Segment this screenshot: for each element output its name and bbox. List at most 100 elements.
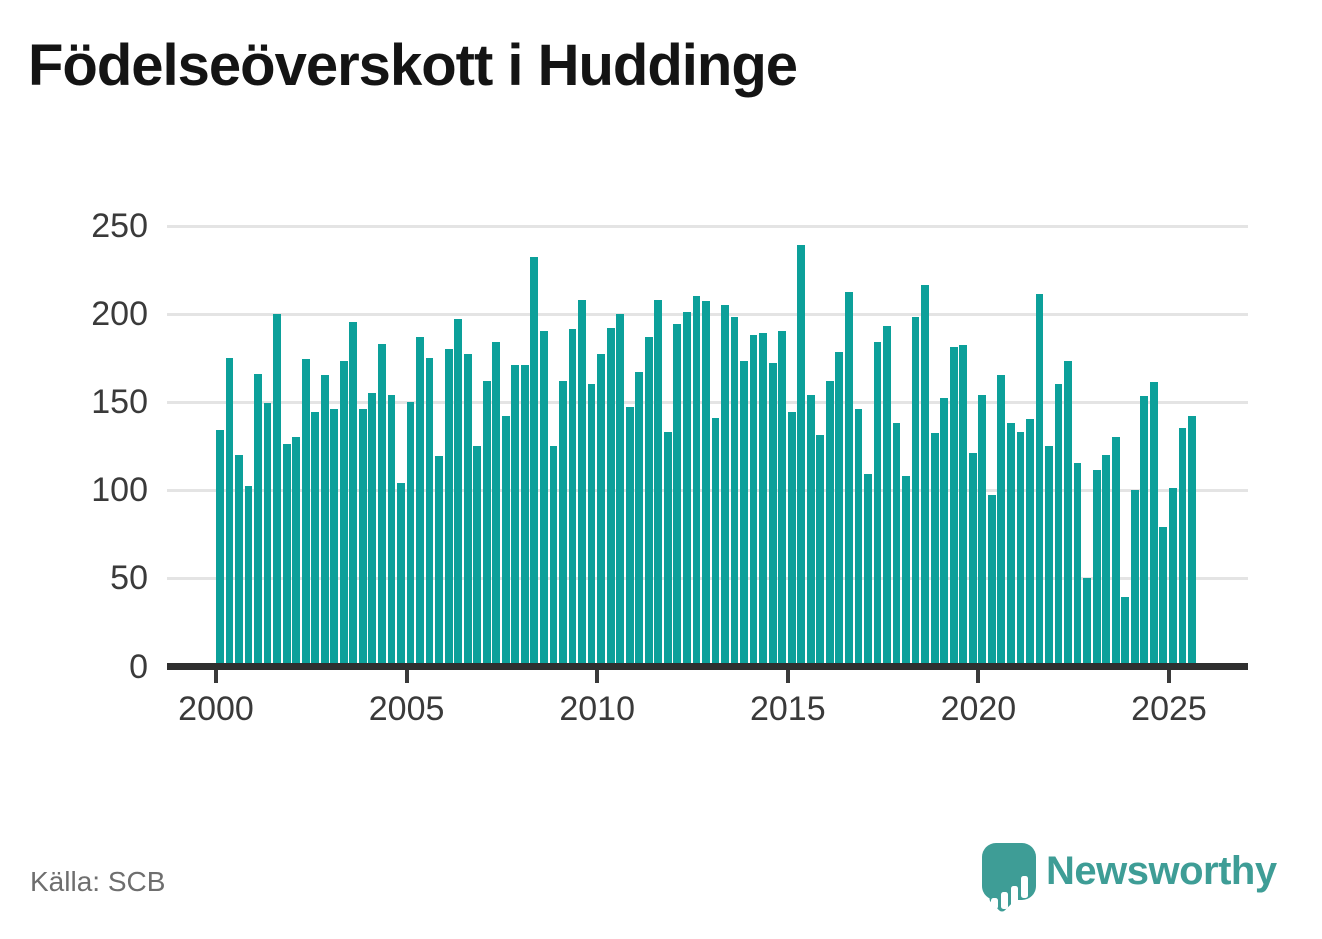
x-tick-mark xyxy=(595,670,600,683)
bar xyxy=(873,341,882,666)
x-tick-label: 2010 xyxy=(559,690,635,728)
bar xyxy=(940,398,949,666)
bar xyxy=(254,373,262,666)
bar xyxy=(1130,489,1139,666)
logo-minibar-icon xyxy=(1011,886,1018,909)
bar xyxy=(1006,422,1015,666)
bar xyxy=(540,331,548,666)
bar xyxy=(825,380,834,666)
bar xyxy=(673,324,682,666)
bar xyxy=(987,495,996,666)
y-tick-label: 50 xyxy=(110,559,148,598)
bar xyxy=(263,403,272,666)
y-tick-label: 250 xyxy=(91,207,148,245)
bar xyxy=(273,313,281,666)
bar xyxy=(759,332,767,666)
bar xyxy=(711,417,720,666)
bar xyxy=(778,331,787,666)
bar xyxy=(482,380,491,666)
bar xyxy=(606,327,615,666)
bar xyxy=(1054,384,1063,666)
y-tick-label: 0 xyxy=(129,647,148,686)
bar xyxy=(730,317,739,666)
bar xyxy=(654,299,663,666)
x-tick-label: 2005 xyxy=(368,690,445,728)
bar xyxy=(435,456,443,666)
x-tick-label: 2020 xyxy=(940,690,1017,728)
bar xyxy=(387,394,396,666)
logo-minibar-icon xyxy=(991,898,998,909)
bar xyxy=(663,431,672,666)
bar xyxy=(892,422,901,666)
bar xyxy=(1016,431,1025,666)
bar xyxy=(597,354,605,666)
bar xyxy=(349,322,358,666)
bar xyxy=(473,445,482,666)
bar xyxy=(397,482,405,666)
bar xyxy=(1035,294,1044,666)
bar xyxy=(921,285,930,666)
bar xyxy=(1169,488,1177,666)
bar xyxy=(797,244,806,666)
bar xyxy=(692,295,701,666)
x-axis-line xyxy=(167,663,1248,670)
bar xyxy=(501,415,510,666)
bar xyxy=(911,317,920,666)
bar xyxy=(721,304,729,666)
bar xyxy=(330,408,339,666)
bar xyxy=(1140,396,1149,666)
brand-name: Newsworthy xyxy=(1046,849,1277,893)
bar xyxy=(235,454,243,666)
logo-exclamation-icon xyxy=(1021,876,1028,898)
bar xyxy=(1149,382,1158,666)
bar xyxy=(702,301,710,666)
bar xyxy=(425,357,434,666)
bar xyxy=(1102,454,1111,666)
x-tick-mark xyxy=(785,670,790,683)
bar xyxy=(635,371,644,666)
bar xyxy=(568,329,577,666)
plot-area xyxy=(167,225,1248,666)
source-note: Källa: SCB xyxy=(30,866,166,897)
bar xyxy=(320,375,329,666)
bar xyxy=(1159,526,1168,666)
y-tick-label: 100 xyxy=(91,471,148,510)
bar xyxy=(835,352,844,666)
bar xyxy=(749,334,758,666)
bar xyxy=(768,362,777,666)
bar xyxy=(406,401,415,666)
bar xyxy=(492,341,501,666)
bar xyxy=(578,299,586,666)
bar xyxy=(244,486,253,666)
x-tick-label: 2000 xyxy=(178,690,254,728)
bar xyxy=(968,452,977,666)
bar xyxy=(1026,419,1034,666)
x-tick-label: 2025 xyxy=(1131,690,1207,728)
x-tick-label: 2015 xyxy=(749,690,826,728)
y-grid-line xyxy=(167,225,1248,228)
bar xyxy=(625,407,634,666)
x-tick-mark xyxy=(976,670,981,683)
bar xyxy=(225,357,234,666)
bar xyxy=(1111,436,1120,666)
x-tick-mark xyxy=(404,670,409,683)
bar xyxy=(740,361,748,666)
bar xyxy=(644,336,653,666)
bar xyxy=(1121,597,1130,666)
bar xyxy=(311,412,320,666)
bar xyxy=(616,313,625,666)
bar xyxy=(864,473,872,666)
y-tick-label: 200 xyxy=(91,295,148,334)
bar xyxy=(301,359,310,666)
bar xyxy=(511,364,520,666)
bar xyxy=(1073,463,1082,666)
logo-minibar-icon xyxy=(1001,892,1008,909)
bar xyxy=(1045,445,1053,666)
logo-exclamation-dot-icon xyxy=(1021,902,1028,909)
bar xyxy=(358,408,367,666)
x-tick-mark xyxy=(1167,670,1171,683)
bar xyxy=(520,364,529,666)
bar xyxy=(463,354,472,666)
bar xyxy=(949,347,958,666)
